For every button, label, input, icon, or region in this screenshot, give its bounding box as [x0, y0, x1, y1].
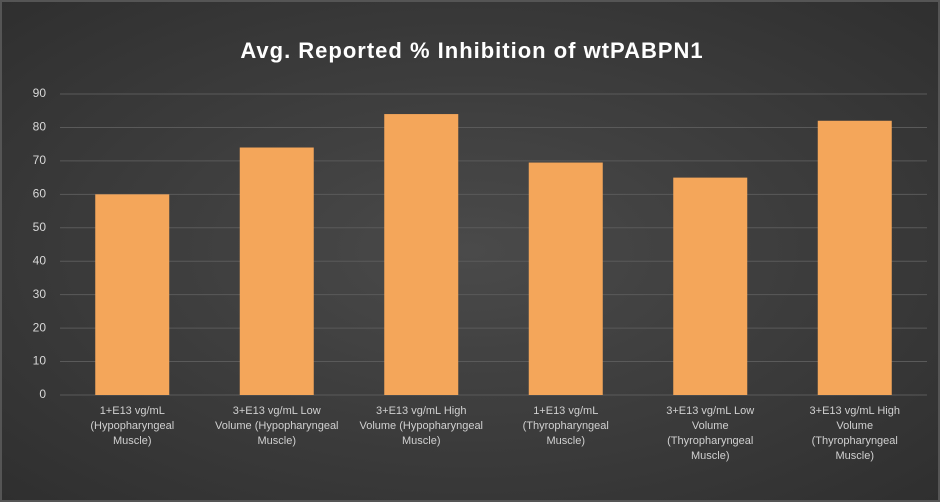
y-tick-label: 90 — [33, 86, 47, 100]
y-tick-label: 60 — [33, 187, 47, 201]
y-tick-label: 30 — [33, 287, 47, 301]
x-tick-label: 3+E13 vg/mL High Volume (Hypopharyngeal … — [359, 405, 484, 447]
bar — [817, 120, 892, 395]
x-tick-label: 1+E13 vg/mL (Hypopharyngeal Muscle) — [90, 405, 175, 447]
y-tick-label: 70 — [33, 153, 47, 167]
bar — [528, 162, 603, 395]
bar — [95, 194, 170, 395]
y-tick-label: 80 — [33, 120, 47, 134]
bar — [239, 147, 314, 395]
x-tick-label: 3+E13 vg/mL High Volume (Thyropharyngeal… — [809, 405, 900, 462]
y-tick-label: 0 — [39, 387, 46, 401]
y-tick-label: 20 — [33, 320, 47, 334]
y-tick-label: 50 — [33, 220, 47, 234]
y-tick-label: 10 — [33, 354, 47, 368]
chart-title: Avg. Reported % Inhibition of wtPABPN1 — [240, 38, 703, 63]
x-tick-label: 3+E13 vg/mL Low Volume (Thyropharyngeal … — [666, 405, 755, 462]
x-tick-label: 3+E13 vg/mL Low Volume (Hypopharyngeal M… — [214, 405, 339, 447]
x-tick-label: 1+E13 vg/mL (Thyropharyngeal Muscle) — [522, 405, 609, 447]
bar — [384, 114, 459, 396]
bar — [673, 177, 748, 395]
y-tick-label: 40 — [33, 253, 47, 267]
